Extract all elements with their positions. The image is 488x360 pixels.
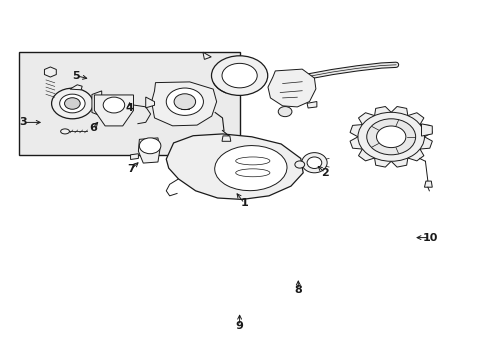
Text: 5: 5 [72, 71, 80, 81]
Polygon shape [166, 134, 303, 199]
Text: 9: 9 [235, 321, 243, 331]
Text: 3: 3 [20, 117, 27, 127]
Ellipse shape [235, 169, 269, 177]
Circle shape [376, 126, 405, 148]
Polygon shape [130, 154, 138, 159]
Ellipse shape [60, 94, 85, 113]
Circle shape [139, 138, 161, 154]
Text: 1: 1 [240, 198, 248, 208]
Circle shape [166, 88, 203, 116]
Polygon shape [201, 89, 211, 96]
Ellipse shape [61, 129, 69, 134]
Text: 2: 2 [321, 168, 328, 178]
Ellipse shape [214, 145, 286, 191]
Circle shape [174, 94, 195, 110]
Circle shape [366, 119, 415, 155]
Text: 4: 4 [125, 103, 133, 113]
Text: 8: 8 [294, 285, 302, 295]
Circle shape [64, 98, 80, 109]
Text: 6: 6 [89, 123, 97, 133]
Circle shape [103, 97, 124, 113]
Polygon shape [138, 138, 160, 163]
Ellipse shape [51, 88, 93, 119]
FancyBboxPatch shape [19, 52, 239, 155]
Polygon shape [44, 67, 56, 77]
Polygon shape [424, 181, 431, 187]
Ellipse shape [222, 63, 257, 88]
Polygon shape [145, 97, 154, 108]
Polygon shape [92, 91, 102, 116]
Circle shape [278, 107, 291, 117]
Circle shape [294, 161, 304, 168]
Ellipse shape [306, 157, 321, 168]
Polygon shape [151, 82, 216, 126]
Text: 10: 10 [422, 233, 437, 243]
Ellipse shape [235, 157, 269, 165]
Polygon shape [349, 107, 431, 167]
Circle shape [357, 112, 424, 161]
Polygon shape [94, 95, 133, 126]
Polygon shape [421, 124, 431, 136]
Polygon shape [267, 69, 315, 107]
Ellipse shape [301, 153, 326, 173]
Polygon shape [306, 102, 316, 108]
Polygon shape [222, 136, 230, 141]
Polygon shape [203, 52, 211, 59]
Ellipse shape [211, 56, 267, 95]
Polygon shape [70, 85, 82, 90]
Text: 7: 7 [127, 164, 135, 174]
